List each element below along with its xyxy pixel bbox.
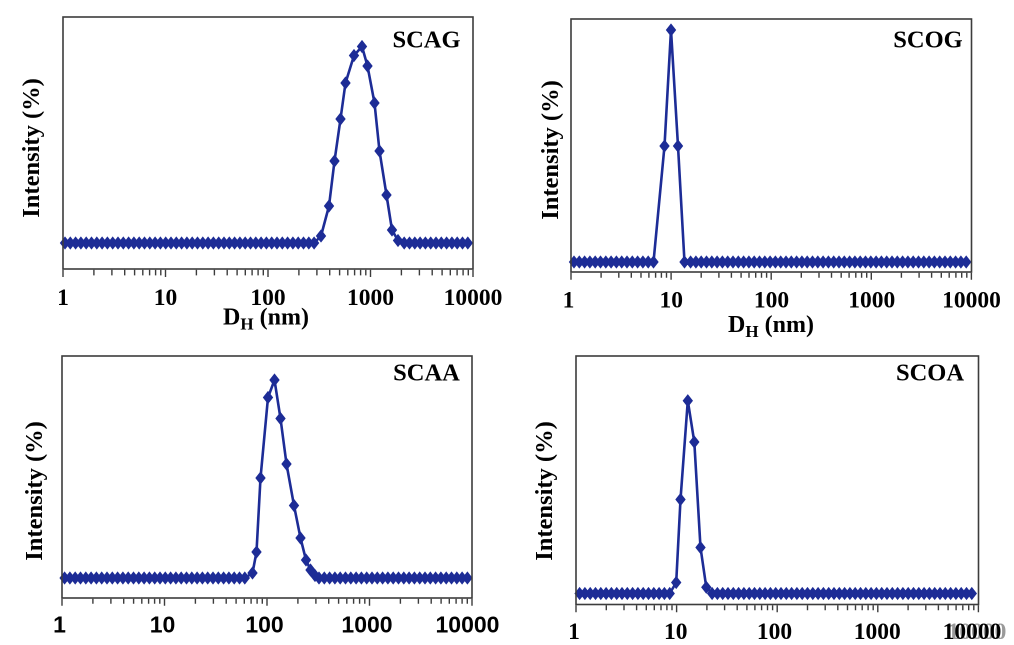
svg-text:100: 100 [757,619,792,645]
svg-text:1000: 1000 [347,285,394,311]
svg-text:Intensity (%): Intensity (%) [531,421,558,561]
svg-text:Intensity (%): Intensity (%) [18,78,45,218]
svg-text:SCAA: SCAA [393,360,460,387]
svg-text:100: 100 [250,285,285,311]
svg-text:SCOG: SCOG [893,27,962,54]
svg-text:10000: 10000 [948,619,1007,645]
svg-text:10000: 10000 [444,285,503,311]
svg-text:1000: 1000 [854,619,901,645]
svg-text:Intensity (%): Intensity (%) [21,421,48,561]
svg-text:SCOA: SCOA [896,360,964,387]
svg-text:100: 100 [245,612,283,638]
svg-text:10000: 10000 [942,288,1001,314]
svg-text:10: 10 [659,288,683,314]
svg-text:100: 100 [754,288,789,314]
svg-text:DH (nm): DH (nm) [728,312,814,341]
svg-text:10000: 10000 [436,612,500,638]
svg-text:10: 10 [154,285,178,311]
svg-text:1: 1 [563,288,575,314]
svg-text:1000: 1000 [341,612,392,638]
svg-text:10000: 10000 [943,619,1002,645]
svg-text:10: 10 [150,612,176,638]
svg-text:10: 10 [664,619,688,645]
svg-text:DH (nm): DH (nm) [223,305,309,334]
svg-text:1: 1 [53,612,66,638]
svg-text:1000: 1000 [848,288,895,314]
svg-text:SCAG: SCAG [392,27,460,54]
svg-text:1: 1 [57,285,69,311]
svg-text:Intensity (%): Intensity (%) [537,80,564,220]
svg-text:1: 1 [568,619,580,645]
